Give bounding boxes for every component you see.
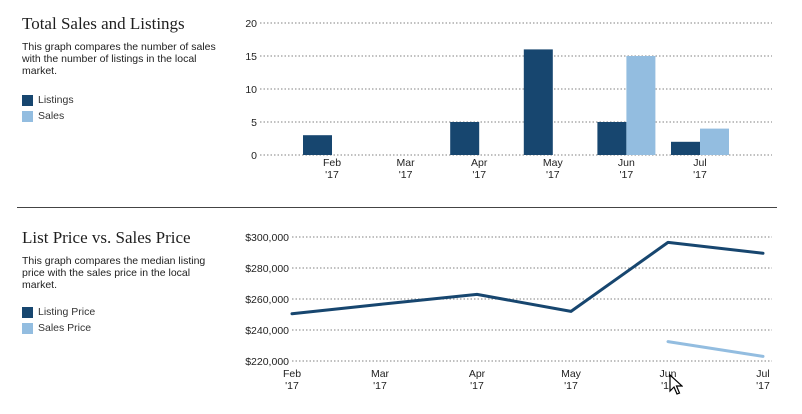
bar-listings xyxy=(671,141,700,155)
x-tick-label: '17 xyxy=(470,380,484,392)
x-tick-label: '17 xyxy=(285,380,299,392)
sales-listings-legend: Listings Sales xyxy=(22,92,74,124)
x-tick-label: '17 xyxy=(756,380,770,392)
x-tick-label: Apr xyxy=(469,368,486,380)
sales-swatch xyxy=(22,110,33,122)
listings-swatch xyxy=(22,94,33,106)
x-tick-label: Jul xyxy=(756,368,769,380)
x-tick-label: Feb xyxy=(283,368,301,380)
price-legend: Listing Price Sales Price xyxy=(22,304,95,336)
sales-listings-title: Total Sales and Listings xyxy=(22,14,185,33)
x-tick-label: Mar xyxy=(397,157,416,169)
y-tick-label: 5 xyxy=(251,117,257,129)
y-tick-label: $240,000 xyxy=(245,325,289,337)
legend-item-listings: Listings xyxy=(22,92,74,108)
x-tick-label: May xyxy=(561,368,582,380)
bar-listings xyxy=(450,122,480,155)
x-tick-label: Apr xyxy=(471,157,488,169)
line-sales-price xyxy=(666,340,765,358)
listing-price-swatch xyxy=(22,306,33,318)
y-tick-label: $220,000 xyxy=(245,356,289,368)
x-tick-label: '17 xyxy=(546,169,560,181)
y-tick-label: 0 xyxy=(251,150,257,162)
price-title: List Price vs. Sales Price xyxy=(22,228,191,247)
line-listing-price xyxy=(290,240,765,316)
y-tick-label: $300,000 xyxy=(245,232,289,244)
x-tick-label: '17 xyxy=(472,169,486,181)
x-tick-label: '17 xyxy=(693,169,707,181)
line-chart: $220,000 $240,000 $260,000 $280,000 $300,000… xyxy=(245,232,772,392)
bar-sales xyxy=(700,128,729,155)
x-tick-label: '17 xyxy=(620,169,634,181)
bar-listings xyxy=(597,122,627,155)
x-tick-label: Jul xyxy=(693,157,706,169)
sales-listings-panel: Total Sales and Listings This graph comp… xyxy=(0,0,802,200)
x-tick-label: '17 xyxy=(373,380,387,392)
x-tick-label: '17 xyxy=(325,169,339,181)
legend-label-sales-price: Sales Price xyxy=(38,322,92,334)
x-tick-label: '17 xyxy=(399,169,413,181)
legend-label-sales: Sales xyxy=(38,110,65,122)
bar-chart: 05101520Feb'17Mar'17Apr'17May'17Jun'17Ju… xyxy=(245,18,772,181)
y-tick-label: $260,000 xyxy=(245,294,289,306)
x-tick-label: Feb xyxy=(323,157,341,169)
x-tick-label: Jun xyxy=(618,157,635,169)
bar-listings xyxy=(523,49,553,155)
y-tick-label: 10 xyxy=(245,84,257,96)
sales-listings-description: This graph compares the number of sales … xyxy=(22,41,216,77)
legend-item-sales-price: Sales Price xyxy=(22,320,95,336)
y-tick-label: $280,000 xyxy=(245,263,289,275)
price-description: This graph compares the median listing p… xyxy=(22,255,206,291)
x-tick-label: '17 xyxy=(564,380,578,392)
x-tick-label: Mar xyxy=(371,368,390,380)
price-panel: List Price vs. Sales Price This graph co… xyxy=(0,214,802,414)
mouse-cursor-icon xyxy=(669,374,683,395)
y-tick-label: 20 xyxy=(245,18,257,30)
legend-label-listing-price: Listing Price xyxy=(38,306,96,318)
bar-listings xyxy=(303,135,332,155)
x-tick-label: May xyxy=(543,157,564,169)
sales-price-swatch xyxy=(22,322,33,334)
y-tick-label: 15 xyxy=(245,51,257,63)
legend-item-sales: Sales xyxy=(22,108,74,124)
legend-label-listings: Listings xyxy=(38,94,74,106)
section-divider xyxy=(17,207,777,208)
bar-sales xyxy=(626,56,656,155)
legend-item-listing-price: Listing Price xyxy=(22,304,95,320)
